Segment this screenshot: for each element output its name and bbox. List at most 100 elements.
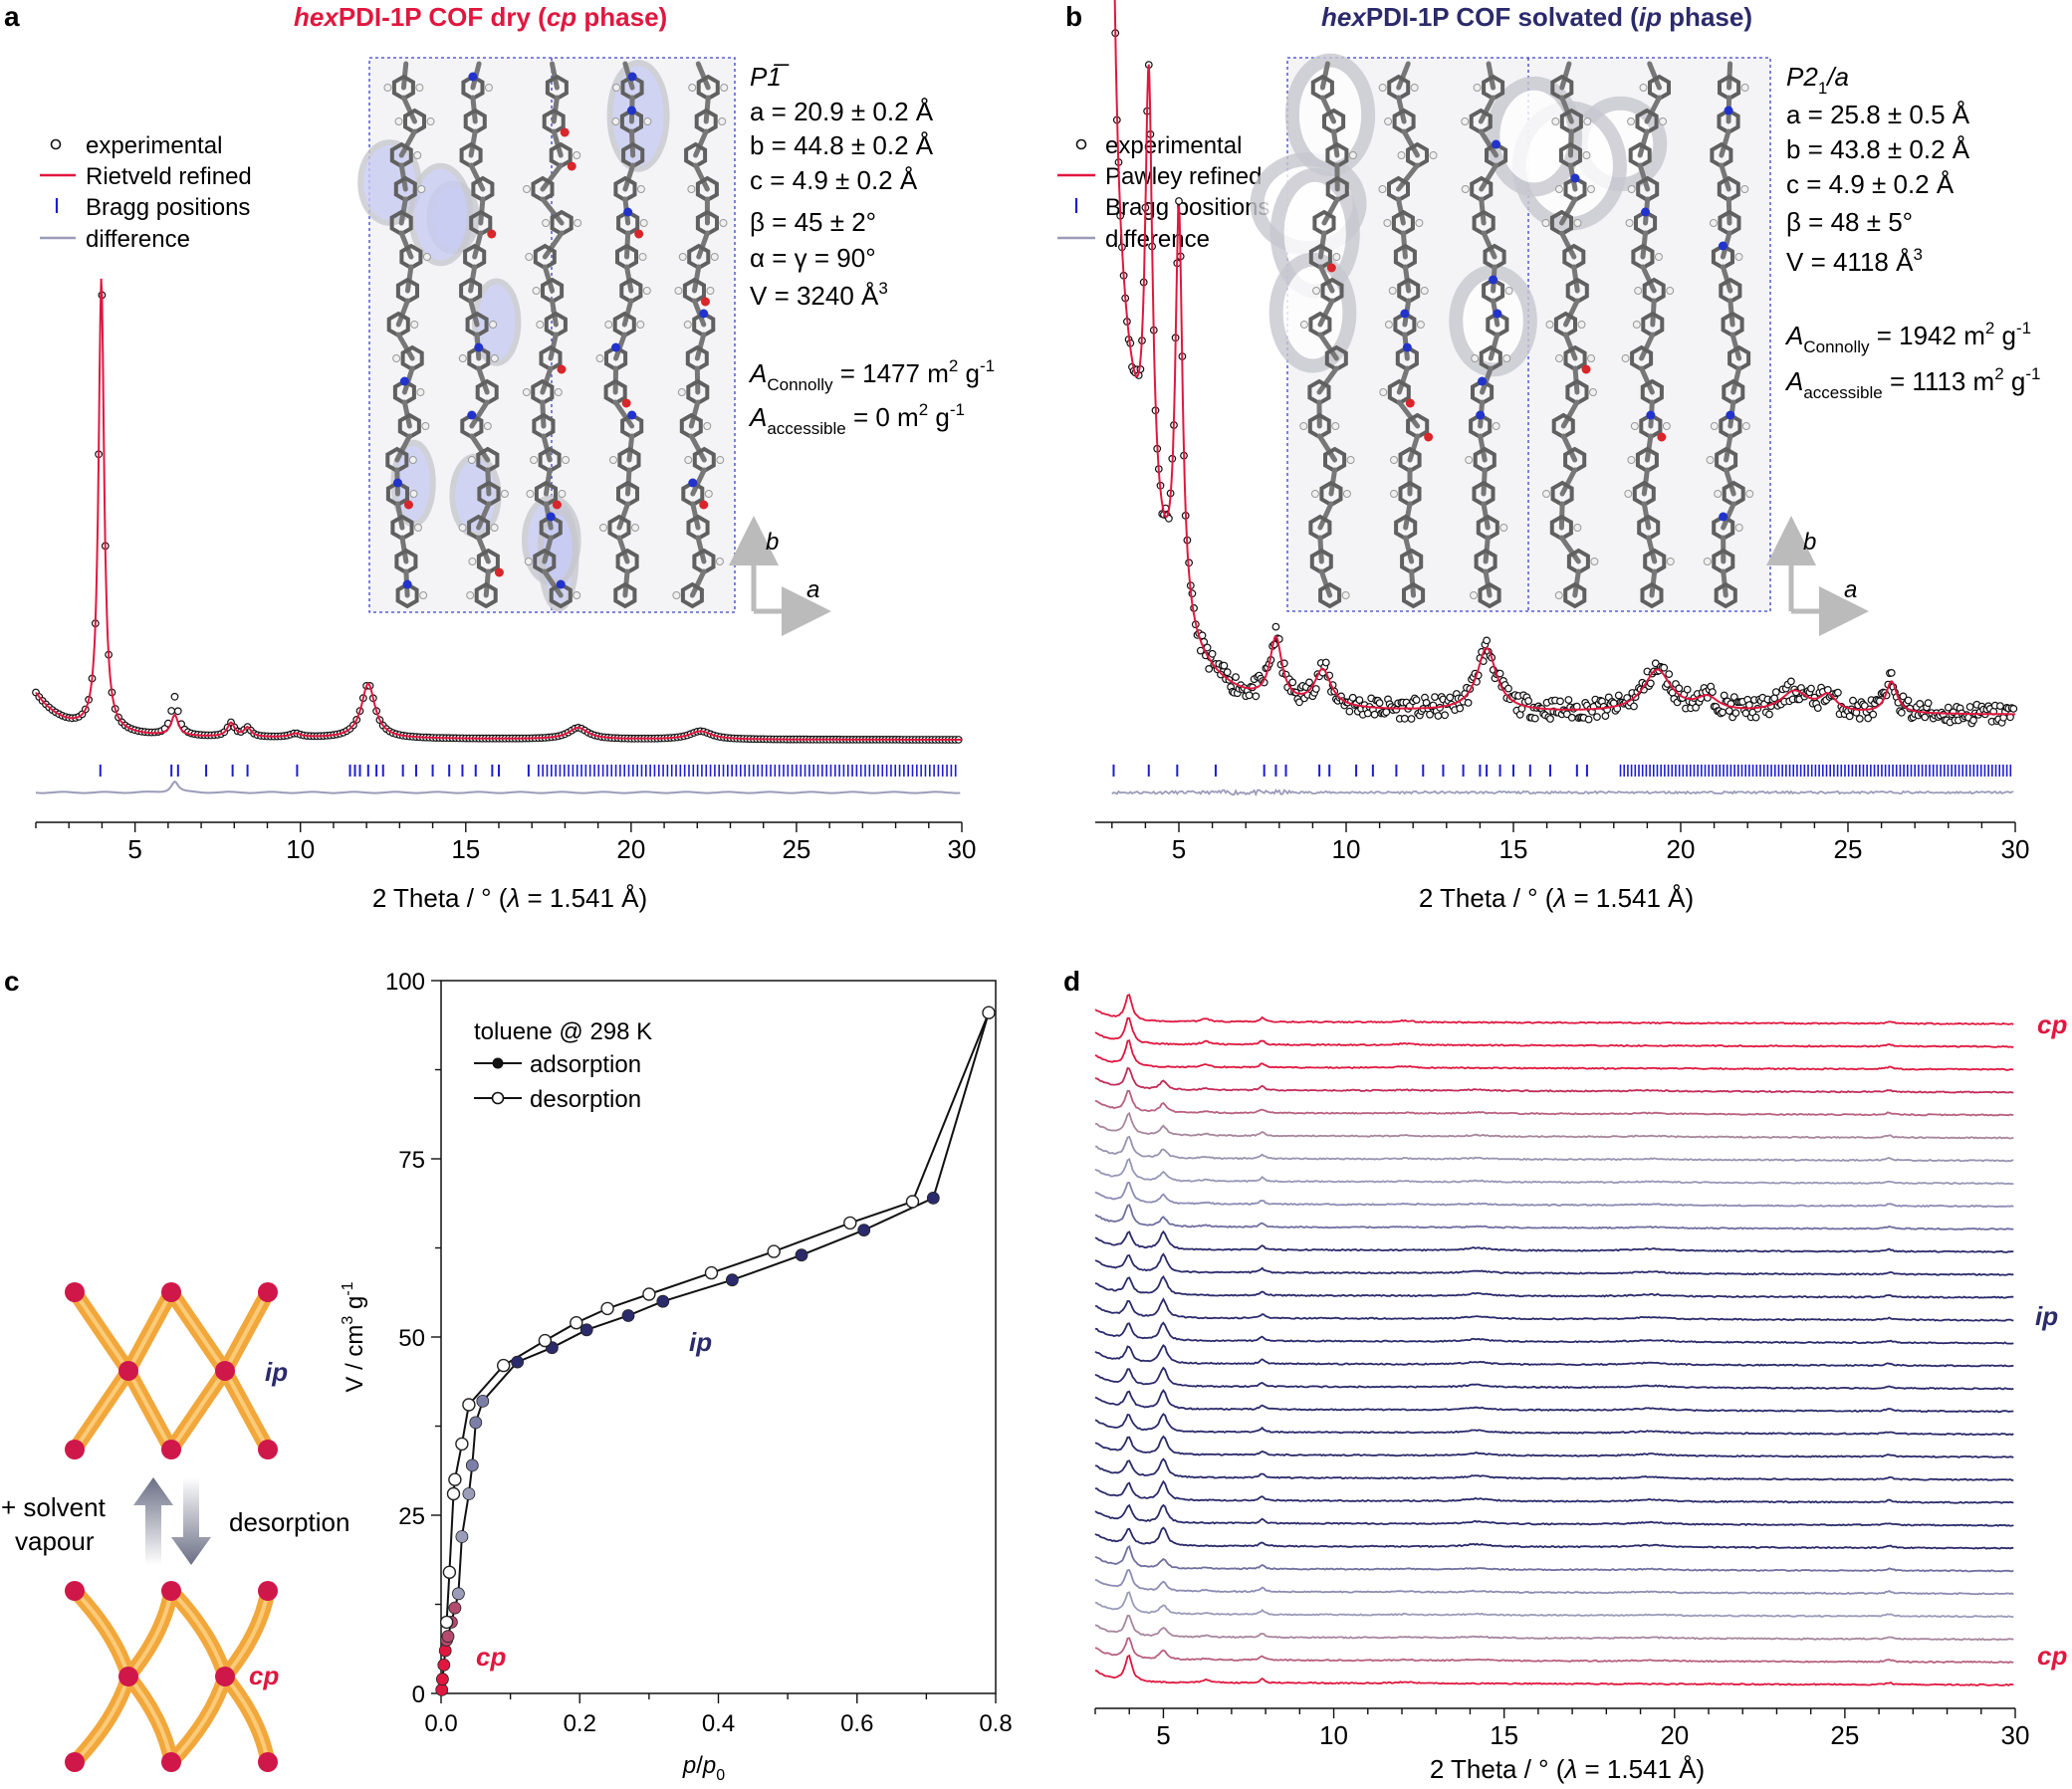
hydrogen-atom — [710, 253, 719, 261]
experimental-point — [1944, 703, 1953, 712]
param-a-accessible-b: Aaccessible = 1113 m2 g-1 — [1784, 364, 2041, 402]
bond — [1395, 196, 1406, 226]
hydrogen-atom — [392, 354, 401, 362]
hydrogen-atom — [1714, 490, 1723, 498]
bond — [1478, 128, 1499, 158]
bond — [1318, 568, 1333, 598]
bond — [1396, 61, 1411, 91]
experimental-point — [1567, 713, 1576, 722]
bond — [394, 433, 412, 463]
arrow-up-label-1: + solvent — [1, 1492, 107, 1522]
bond — [693, 128, 709, 158]
experimental-point — [1220, 661, 1229, 670]
experimental-point — [1412, 696, 1421, 704]
hydrogen-atom — [1573, 219, 1582, 227]
panel-a-letter: a — [4, 1, 20, 32]
bond — [1639, 365, 1655, 395]
nitrogen-atom — [699, 309, 709, 319]
refined-curve — [1113, 0, 2015, 716]
x-tick-label: 0.0 — [424, 1710, 457, 1737]
experimental-point — [1208, 649, 1217, 658]
hydrogen-atom — [573, 591, 581, 599]
node — [65, 1581, 85, 1601]
adsorption-point — [621, 1309, 635, 1322]
hydrogen-atom — [1740, 84, 1749, 92]
bond — [1396, 95, 1407, 124]
bond — [542, 535, 554, 564]
nitrogen-atom — [1478, 376, 1488, 386]
bond — [1558, 535, 1581, 564]
oxygen-atom — [1581, 364, 1591, 374]
experimental-point — [1916, 700, 1925, 708]
experimental-point — [1483, 636, 1491, 645]
nitrogen-atom — [611, 342, 621, 352]
hydrogen-atom — [674, 287, 683, 295]
node — [161, 1440, 181, 1459]
pxrd-trace — [1094, 1544, 2014, 1573]
bond — [1396, 399, 1421, 429]
experimental-point — [1692, 703, 1700, 712]
aromatic-ring — [549, 581, 573, 609]
param-a-b: a = 25.8 ± 0.5 Å — [1786, 100, 1970, 129]
hydrogen-atom — [630, 524, 639, 532]
experimental-point — [1441, 711, 1449, 720]
experimental-point — [1813, 704, 1822, 712]
experimental-point — [1899, 692, 1908, 701]
nitrogen-atom — [402, 579, 412, 589]
param-c-b: c = 4.9 ± 0.2 Å — [1786, 169, 1955, 199]
hydrogen-atom — [1666, 558, 1675, 565]
experimental-point — [1355, 696, 1364, 704]
nitrogen-atom — [1402, 342, 1412, 352]
pxrd-trace — [1094, 1321, 2014, 1345]
hydrogen-atom — [1627, 117, 1636, 125]
hydrogen-atom — [1734, 524, 1743, 532]
arrow-down-icon — [171, 1477, 211, 1565]
experimental-point — [1887, 669, 1896, 677]
pxrd-trace — [1094, 1135, 2014, 1163]
bond — [1403, 535, 1415, 564]
hydrogen-atom — [1583, 117, 1592, 125]
linker-highlight — [73, 1369, 130, 1452]
bond — [1719, 162, 1731, 192]
experimental-point — [1311, 685, 1320, 693]
hydrogen-atom — [467, 456, 476, 464]
hydrogen-atom — [1384, 321, 1393, 329]
experimental-point — [1969, 716, 1977, 725]
desorption-point — [448, 1472, 462, 1486]
experimental-point — [2009, 705, 2018, 713]
linker-strut — [163, 1583, 233, 1684]
experimental-point — [1630, 702, 1638, 711]
axis-b-label: b — [766, 529, 779, 556]
experimental-point — [1223, 668, 1232, 677]
panel-c: c ip cp + solvent vapour desorption 0.0 0… — [1, 966, 1013, 1784]
node — [118, 1667, 138, 1686]
bond — [1719, 128, 1731, 158]
legend-experimental-marker — [1075, 138, 1087, 150]
panel-b-letter: b — [1065, 1, 1082, 32]
bond — [394, 501, 405, 531]
pxrd-trace — [1094, 1637, 2014, 1665]
legend-desorption: desorption — [530, 1086, 641, 1113]
bond — [1316, 365, 1339, 395]
stack-label-ip: ip — [2035, 1301, 2058, 1331]
hydrogen-atom — [1383, 219, 1392, 227]
bond — [540, 365, 554, 395]
isotherm-cp-label: cp — [476, 1642, 506, 1672]
experimental-point — [1464, 699, 1473, 707]
experimental-point — [1593, 713, 1601, 721]
nitrogen-atom — [1489, 275, 1498, 285]
adsorption-point — [455, 1530, 469, 1543]
nitrogen-atom — [626, 106, 636, 115]
aromatic-ring — [474, 581, 498, 609]
nitrogen-atom — [627, 410, 637, 420]
x-tick-label: 30 — [2001, 834, 2030, 864]
bond — [1317, 332, 1339, 361]
legend-refined: Rietveld refined — [86, 163, 252, 190]
hydrogen-atom — [1586, 185, 1595, 193]
y-tick-label: 50 — [398, 1325, 425, 1352]
bond — [1646, 535, 1658, 564]
param-c-a: c = 4.9 ± 0.2 Å — [750, 165, 918, 195]
bond — [468, 298, 480, 328]
bond — [690, 467, 707, 497]
structure-image-b: b a — [1250, 53, 1869, 636]
